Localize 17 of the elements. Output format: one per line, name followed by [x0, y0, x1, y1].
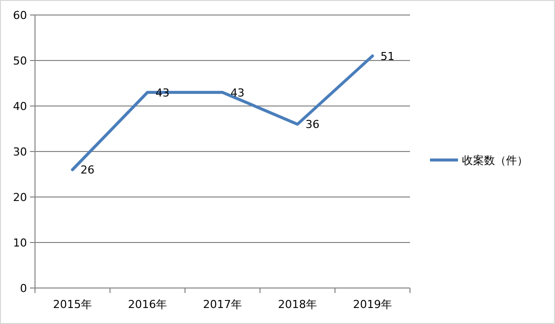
x-tick-label: 2019年	[353, 298, 392, 311]
y-tick-label: 60	[13, 9, 27, 22]
data-label: 26	[80, 164, 94, 177]
data-label: 51	[380, 50, 394, 63]
x-tick-label: 2017年	[203, 298, 242, 311]
y-tick-label: 40	[13, 100, 27, 113]
data-label: 43	[230, 86, 244, 100]
x-tick-label: 2015年	[53, 298, 92, 311]
y-tick-label: 30	[13, 146, 27, 158]
y-tick-label: 20	[13, 191, 27, 204]
x-tick-label: 2018年	[278, 298, 317, 311]
y-tick-label: 0	[20, 282, 27, 295]
x-tick-label: 2016年	[128, 298, 167, 311]
y-tick-label: 50	[13, 54, 27, 68]
data-label: 36	[306, 118, 320, 132]
y-tick-label: 10	[13, 236, 27, 250]
legend-label: 收案数（件）	[462, 154, 528, 167]
